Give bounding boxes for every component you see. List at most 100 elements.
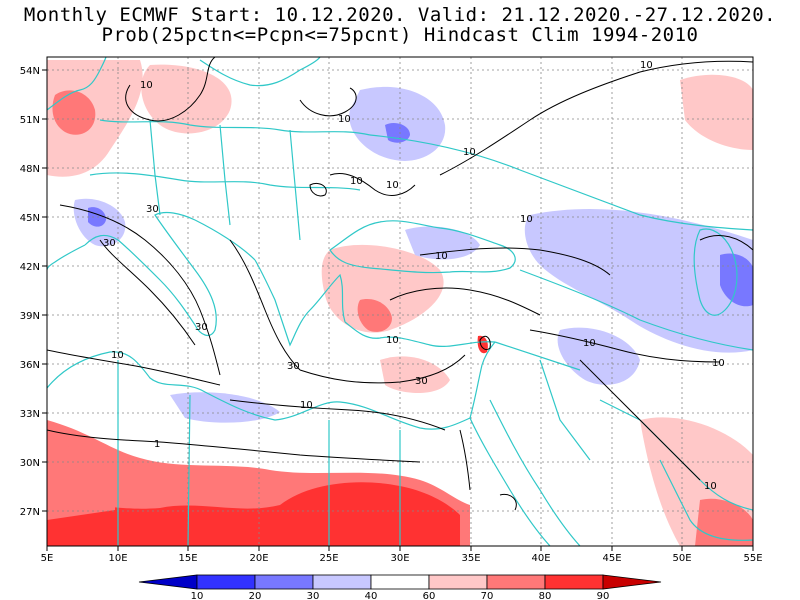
contour-label: 10	[704, 481, 717, 492]
contour-line	[47, 349, 221, 386]
contour-layer	[47, 57, 753, 511]
contour-line	[389, 287, 541, 316]
contour-line	[529, 329, 721, 363]
contour-label: 30	[415, 376, 428, 387]
contour-line	[459, 429, 517, 511]
contour-label: 30	[195, 322, 208, 333]
shade-lightblue-caucasus	[524, 209, 753, 353]
lat-label: 36N	[20, 360, 40, 371]
contour-line	[419, 247, 611, 276]
shade-lightblue-iraq	[557, 327, 640, 385]
border-europe-1	[99, 119, 371, 136]
contour-line	[99, 239, 196, 346]
lat-label: 45N	[20, 213, 40, 224]
lat-label: 54N	[20, 66, 40, 77]
lat-label: 30N	[20, 458, 40, 469]
contour-label: 30	[103, 238, 116, 249]
shade-strongred-sahara	[47, 482, 460, 546]
lon-label: 10E	[108, 553, 127, 564]
lon-label: 15E	[178, 553, 197, 564]
lon-label: 45E	[602, 553, 621, 564]
border-africa	[117, 360, 401, 546]
contour-line	[229, 239, 301, 371]
shade-red-northwest	[52, 90, 96, 135]
colorbar-swatch	[370, 574, 430, 590]
colorbar-swatch	[138, 574, 198, 590]
contour-label: 10	[338, 114, 351, 125]
contour-line	[439, 60, 753, 176]
coast-caspian	[693, 228, 738, 316]
coast-red-sea-east	[489, 399, 581, 546]
shade-red-libya	[47, 440, 115, 520]
contour-line	[229, 399, 446, 431]
contour-label: 10	[386, 335, 399, 346]
contour-line	[579, 359, 701, 481]
contour-label: 10	[583, 338, 596, 349]
lat-label: 42N	[20, 262, 40, 273]
lon-label: 20E	[249, 553, 268, 564]
contour-line	[479, 335, 491, 351]
latitude-labels: 54N 51N 48N 45N 42N 39N 36N 33N 30N 27N	[20, 66, 40, 518]
contour-label: 10	[350, 176, 363, 187]
lon-label: 50E	[672, 553, 691, 564]
lat-label: 27N	[20, 507, 40, 518]
contour-label: 10	[520, 214, 533, 225]
map-title-line1: Monthly ECMWF Start: 10.12.2020. Valid: …	[23, 4, 777, 26]
contour-line	[329, 173, 416, 196]
coast-france-spain	[47, 244, 86, 271]
axis-ticks	[42, 69, 754, 551]
colorbar-swatch	[428, 574, 488, 590]
contour-line	[299, 354, 466, 384]
colorbar-label: 60	[423, 591, 436, 600]
lat-label: 39N	[20, 311, 40, 322]
coast-red-sea	[469, 417, 551, 546]
border-middle-east	[494, 341, 641, 461]
contour-label: 10	[140, 80, 153, 91]
colorbar-label: 20	[249, 591, 262, 600]
contour-label: 10	[463, 147, 476, 158]
lon-label: 30E	[390, 553, 409, 564]
colorbar-label: 90	[597, 591, 610, 600]
contour-label: 10	[300, 400, 313, 411]
shade-lightblue-black-sea	[405, 226, 480, 260]
coast-aegean	[254, 259, 346, 347]
colorbar-label: 40	[365, 591, 378, 600]
contour-line	[309, 182, 327, 197]
shade-pink-central-europe	[141, 64, 232, 134]
colorbar-label: 10	[191, 591, 204, 600]
colorbar-swatch	[544, 574, 604, 590]
contour-line	[125, 57, 216, 122]
longitude-labels: 5E 10E 15E 20E 25E 30E 35E 40E 45E 50E 5…	[41, 553, 763, 564]
probability-shading-layer	[47, 60, 753, 546]
contour-label: 10	[640, 60, 653, 71]
contour-label: 30	[287, 361, 300, 372]
colorbar-swatch	[254, 574, 314, 590]
colorbar-swatch	[602, 574, 662, 590]
map-title-line2: Prob(25pctn<=Pcpn<=75pcnt) Hindcast Clim…	[101, 24, 699, 46]
colorbar-swatch	[312, 574, 372, 590]
lon-label: 40E	[531, 553, 550, 564]
colorbar-swatch	[196, 574, 256, 590]
border-east-2	[519, 269, 753, 351]
contour-line	[699, 235, 753, 251]
coast-persian-gulf-south	[659, 459, 753, 541]
coastline-layer	[47, 57, 753, 546]
coast-italy-west	[84, 234, 196, 326]
border-east-1	[369, 134, 753, 231]
contour-label: 10	[712, 358, 725, 369]
contour-labels: 10 10 10 10 10 10 10 10 10 10 10 10 30 3…	[103, 60, 725, 492]
lat-label: 51N	[20, 115, 40, 126]
colorbar	[138, 574, 662, 590]
shade-lightblue-med-south	[170, 392, 280, 423]
lat-label: 33N	[20, 409, 40, 420]
contour-label: 30	[146, 204, 159, 215]
lon-label: 5E	[41, 553, 54, 564]
shade-pink-turkey	[321, 244, 444, 333]
colorbar-label: 30	[307, 591, 320, 600]
coast-baltic	[199, 57, 321, 87]
coast-north-africa	[47, 351, 471, 430]
contour-line	[47, 429, 421, 463]
border-europe-3	[149, 119, 301, 241]
coast-levant	[469, 341, 496, 419]
